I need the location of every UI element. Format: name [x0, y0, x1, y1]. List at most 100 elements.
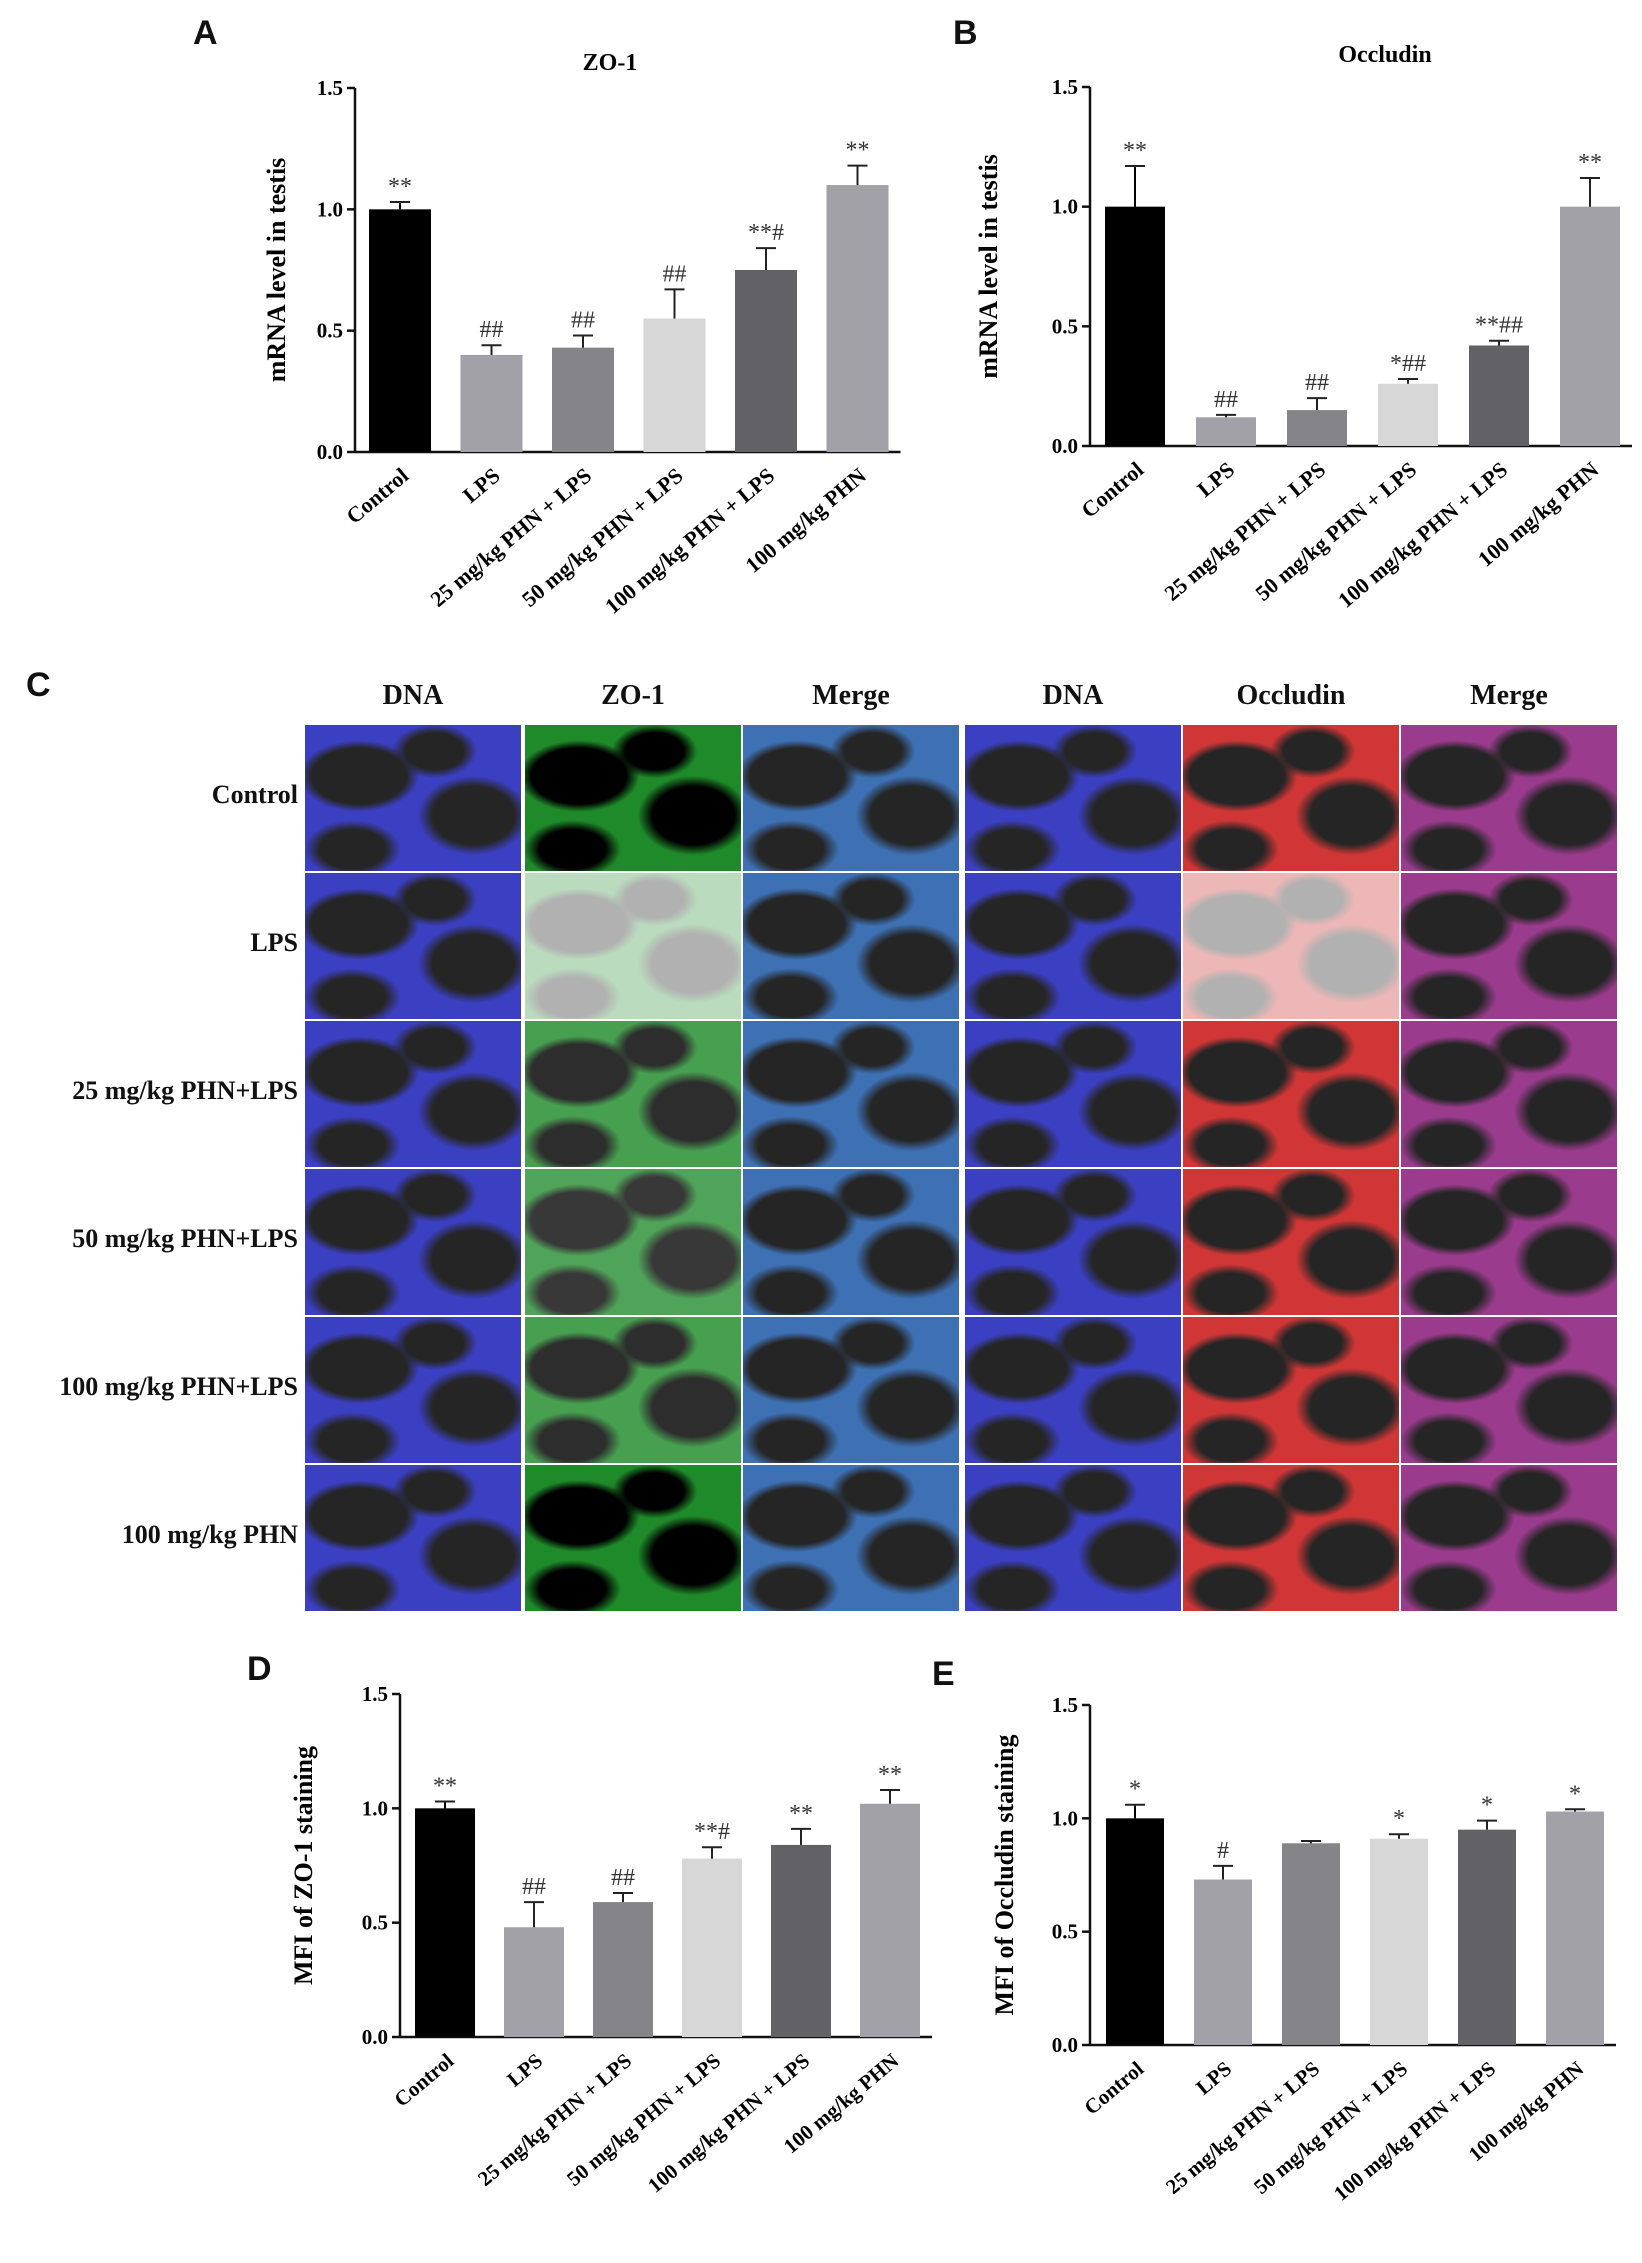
micrograph-tile — [305, 1021, 521, 1167]
micrograph-tile — [305, 1465, 521, 1611]
micrograph-row-label: 100 mg/kg PHN+LPS — [59, 1372, 298, 1401]
chart-A-ytick-label: 0.5 — [317, 319, 343, 343]
chart-D-bar — [771, 1844, 831, 2037]
micrograph-tile — [1401, 873, 1617, 1019]
micrograph-grid — [305, 725, 1617, 1613]
chart-B-significance-label: ## — [1305, 370, 1329, 396]
chart-B-significance-label: ** — [1123, 138, 1147, 164]
chart-E-bar — [1370, 1838, 1428, 2045]
chart-A-category-label: 100 mg/kg PHN + LPS — [600, 463, 779, 619]
chart-A-bar — [643, 318, 706, 452]
micrograph-tile — [1401, 1317, 1617, 1463]
chart-A-significance-label: ## — [571, 308, 595, 334]
micrograph-tile — [743, 1021, 959, 1167]
panel-letter-a: A — [193, 14, 218, 52]
chart-A-ylabel: mRNA level in testis — [262, 158, 291, 383]
chart-D-category-label: 100 mg/kg PHN + LPS — [643, 2048, 814, 2197]
chart-E-bar — [1194, 1879, 1252, 2045]
chart-A-bar — [460, 354, 523, 452]
micrograph-tile — [1183, 1465, 1399, 1611]
panel-letter-d: D — [247, 1650, 272, 1688]
chart-D-ytick-label: 0.5 — [362, 1911, 388, 1935]
chart-E-ylabel: MFI of Occludin staining — [990, 1735, 1019, 2016]
chart-B-category-label: 100 mg/kg PHN + LPS — [1333, 457, 1512, 613]
chart-E-significance-label: * — [1569, 1781, 1581, 1807]
micrograph-row-label: 100 mg/kg PHN — [121, 1520, 298, 1549]
chart-B-significance-label: *## — [1390, 351, 1426, 377]
micrograph-row-label: Control — [211, 780, 298, 809]
chart-B-bar — [1287, 410, 1347, 446]
chart-A-ytick-label: 1.5 — [317, 76, 343, 100]
panel-letter-b: B — [953, 14, 978, 52]
chart-D-bar — [415, 1808, 475, 2037]
chart-A-category-label: 50 mg/kg PHN + LPS — [517, 463, 688, 612]
chart-D-ytick-label: 0.0 — [362, 2025, 388, 2049]
chart-B-significance-label: **## — [1475, 313, 1523, 339]
micrograph-column-header: Merge — [1470, 680, 1548, 711]
micrograph-tile — [965, 873, 1181, 1019]
chart-D-bar — [860, 1803, 920, 2037]
micrograph-tile — [743, 1169, 959, 1315]
chart-D-significance-label: ** — [878, 1762, 902, 1788]
micrograph-tile — [1183, 1169, 1399, 1315]
chart-occludin-mfi: MFI of Occludin staining 0.0 0.5 1.0 1.5 * Con… — [990, 1693, 1616, 2206]
chart-zo1-mfi: MFI of ZO-1 staining 0.0 0.5 1.0 1.5 ** Contro… — [289, 1682, 932, 2198]
micrograph-tile — [1183, 1021, 1399, 1167]
chart-D-ylabel: MFI of ZO-1 staining — [289, 1746, 318, 1985]
chart-A-significance-label: ** — [846, 138, 870, 164]
chart-B-category-label: LPS — [1192, 457, 1239, 502]
chart-D-category-label: 25 mg/kg PHN + LPS — [473, 2048, 636, 2190]
micrograph-tile — [743, 725, 959, 871]
micrograph-tile — [525, 1317, 741, 1463]
chart-D-significance-label: ## — [611, 1865, 635, 1891]
chart-E-category-label: 100 mg/kg PHN + LPS — [1329, 2056, 1500, 2205]
chart-B-bar — [1469, 345, 1529, 446]
chart-E-significance-label: # — [1217, 1838, 1229, 1864]
micrograph-column-header: DNA — [1042, 680, 1104, 711]
chart-E-bar — [1546, 1811, 1604, 2045]
chart-E-category-label: LPS — [1191, 2056, 1236, 2099]
chart-A-bar — [369, 209, 431, 452]
chart-E-ytick-label: 1.0 — [1052, 1806, 1078, 1830]
chart-E-significance-label: * — [1393, 1806, 1405, 1832]
micrograph-tile — [525, 873, 741, 1019]
micrograph-row-label: 25 mg/kg PHN+LPS — [72, 1076, 298, 1105]
chart-B-ytick-label: 1.0 — [1052, 195, 1078, 219]
micrograph-column-header: ZO-1 — [601, 680, 665, 711]
chart-E-ytick-label: 1.5 — [1052, 1693, 1078, 1717]
micrograph-tile — [743, 873, 959, 1019]
chart-B-bar — [1560, 206, 1620, 446]
chart-D-category-label: Control — [389, 2048, 458, 2111]
chart-E-bar — [1106, 1818, 1164, 2045]
chart-B-ylabel: mRNA level in testis — [974, 154, 1003, 379]
chart-D-category-label: LPS — [502, 2048, 547, 2091]
chart-A-category-label: 25 mg/kg PHN + LPS — [425, 463, 596, 612]
chart-D-significance-label: ## — [522, 1874, 546, 1900]
chart-B-title: Occludin — [1338, 42, 1431, 68]
chart-E-significance-label: * — [1481, 1793, 1493, 1819]
chart-B-bar — [1105, 206, 1165, 446]
micrograph-tile — [525, 1169, 741, 1315]
chart-D-bar — [682, 1858, 742, 2037]
chart-A-bar — [826, 185, 889, 453]
chart-zo1-mrna: ZO-1 mRNA level in testis 0.0 0.5 1.0 1.5 ** Co… — [262, 50, 901, 619]
chart-A-title: ZO-1 — [583, 50, 638, 76]
chart-B-category-label: Control — [1076, 457, 1148, 523]
micrograph-tile — [305, 873, 521, 1019]
micrograph-tile — [525, 725, 741, 871]
micrograph-tile — [743, 1465, 959, 1611]
chart-A-ytick-label: 0.0 — [317, 440, 343, 464]
micrograph-tile — [965, 1317, 1181, 1463]
micrograph-tile — [743, 1317, 959, 1463]
chart-D-bar — [504, 1927, 564, 2037]
micrograph-column-header: DNA — [382, 680, 444, 711]
micrograph-tile — [1183, 725, 1399, 871]
chart-B-significance-label: ## — [1214, 387, 1238, 413]
chart-A-significance-label: ** — [388, 174, 412, 200]
chart-E-significance-label: * — [1129, 1777, 1141, 1803]
chart-A-category-label: LPS — [458, 463, 505, 508]
chart-B-bar — [1378, 383, 1438, 446]
micrograph-tile — [305, 1317, 521, 1463]
chart-A-ytick-label: 1.0 — [317, 197, 343, 221]
chart-D-significance-label: ** — [433, 1773, 457, 1799]
